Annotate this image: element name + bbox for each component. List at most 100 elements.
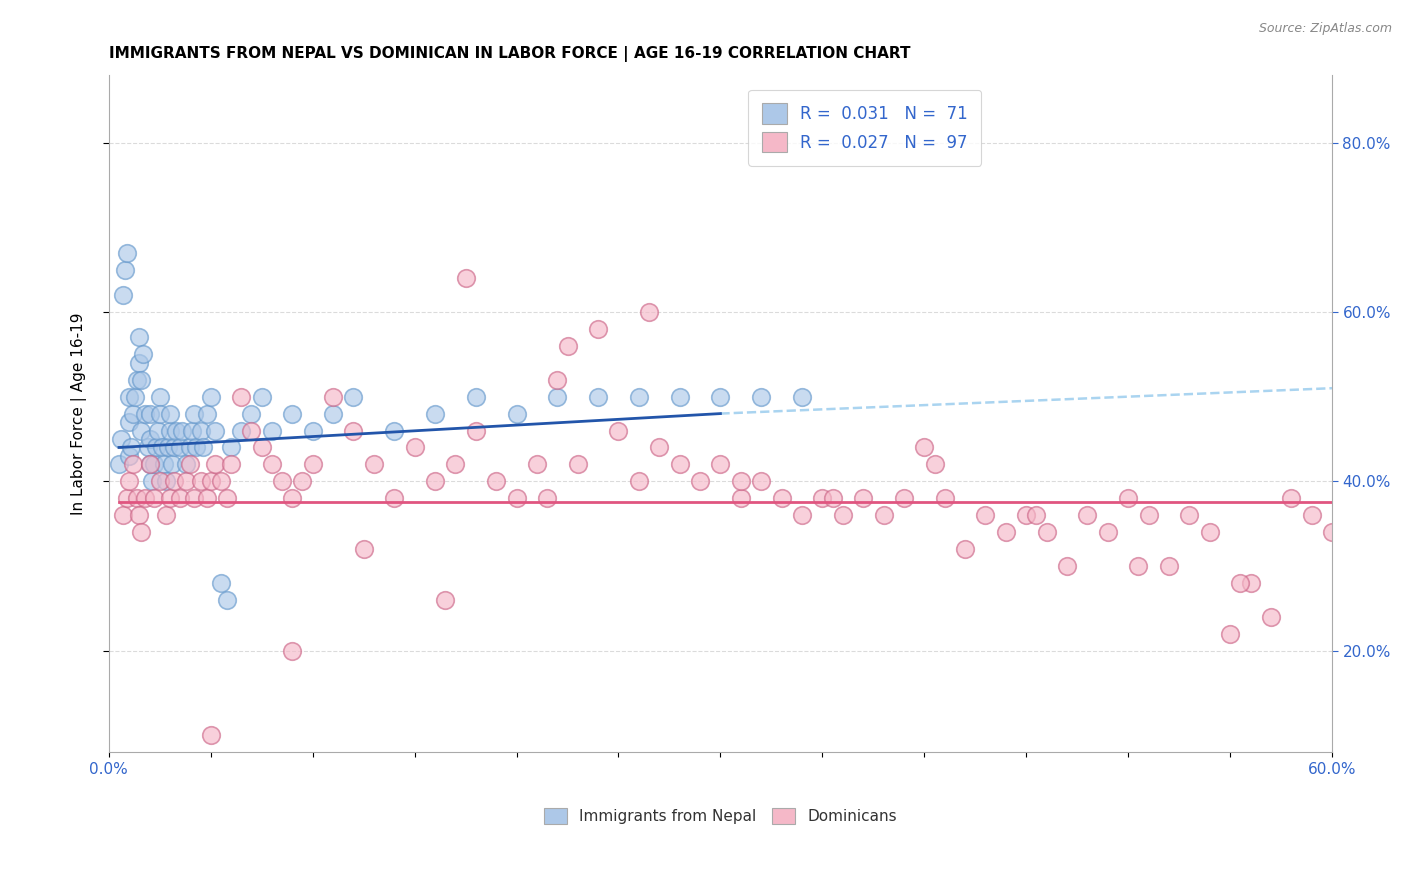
Text: Source: ZipAtlas.com: Source: ZipAtlas.com — [1258, 22, 1392, 36]
Point — [291, 475, 314, 489]
Point — [749, 390, 772, 404]
Point — [159, 424, 181, 438]
Point — [219, 441, 242, 455]
Point — [155, 475, 177, 489]
Point — [131, 424, 153, 438]
Point — [1076, 508, 1098, 523]
Point — [1128, 559, 1150, 574]
Point — [790, 390, 813, 404]
Point — [811, 491, 834, 506]
Point — [709, 390, 731, 404]
Point — [124, 390, 146, 404]
Point — [648, 441, 671, 455]
Point — [250, 390, 273, 404]
Point — [974, 508, 997, 523]
Point — [730, 475, 752, 489]
Point — [142, 491, 165, 506]
Point — [190, 424, 212, 438]
Point — [150, 441, 173, 455]
Point — [454, 271, 477, 285]
Point — [215, 491, 238, 506]
Point — [271, 475, 294, 489]
Point — [342, 390, 364, 404]
Point — [770, 491, 793, 506]
Point — [281, 643, 304, 657]
Point — [464, 424, 486, 438]
Point — [1239, 576, 1261, 591]
Point — [128, 330, 150, 344]
Y-axis label: In Labor Force | Age 16-19: In Labor Force | Age 16-19 — [72, 312, 87, 515]
Point — [200, 728, 222, 742]
Point — [1116, 491, 1139, 506]
Point — [790, 508, 813, 523]
Point — [638, 305, 661, 319]
Point — [322, 407, 344, 421]
Point — [536, 491, 558, 506]
Point — [668, 458, 690, 472]
Point — [163, 475, 186, 489]
Point — [709, 458, 731, 472]
Point — [852, 491, 875, 506]
Point — [159, 491, 181, 506]
Point — [118, 449, 141, 463]
Point — [586, 390, 609, 404]
Point — [353, 542, 375, 557]
Point — [149, 407, 172, 421]
Point — [912, 441, 935, 455]
Point — [1178, 508, 1201, 523]
Text: IMMIGRANTS FROM NEPAL VS DOMINICAN IN LABOR FORCE | AGE 16-19 CORRELATION CHART: IMMIGRANTS FROM NEPAL VS DOMINICAN IN LA… — [108, 46, 910, 62]
Point — [1157, 559, 1180, 574]
Point — [1137, 508, 1160, 523]
Point — [546, 390, 568, 404]
Point — [250, 441, 273, 455]
Point — [1198, 525, 1220, 540]
Point — [231, 424, 253, 438]
Point — [464, 390, 486, 404]
Point — [153, 458, 176, 472]
Point — [231, 390, 253, 404]
Point — [209, 475, 232, 489]
Point — [219, 458, 242, 472]
Point — [485, 475, 508, 489]
Point — [149, 475, 172, 489]
Point — [546, 373, 568, 387]
Point — [934, 491, 956, 506]
Point — [174, 458, 197, 472]
Point — [120, 441, 142, 455]
Point — [132, 347, 155, 361]
Point — [831, 508, 853, 523]
Point — [122, 458, 145, 472]
Point — [444, 458, 467, 472]
Point — [1097, 525, 1119, 540]
Point — [689, 475, 711, 489]
Point — [1219, 626, 1241, 640]
Point — [730, 491, 752, 506]
Point — [749, 475, 772, 489]
Point — [138, 407, 160, 421]
Point — [114, 262, 136, 277]
Point — [260, 458, 283, 472]
Point — [301, 424, 323, 438]
Point — [138, 458, 160, 472]
Point — [1015, 508, 1038, 523]
Point — [156, 441, 179, 455]
Point — [155, 508, 177, 523]
Point — [200, 475, 222, 489]
Point — [108, 458, 131, 472]
Point — [924, 458, 946, 472]
Point — [163, 441, 186, 455]
Point — [118, 415, 141, 429]
Point — [893, 491, 915, 506]
Point — [118, 390, 141, 404]
Point — [165, 424, 187, 438]
Point — [160, 458, 183, 472]
Point — [141, 475, 163, 489]
Point — [200, 390, 222, 404]
Point — [183, 407, 205, 421]
Point — [434, 593, 457, 607]
Point — [118, 475, 141, 489]
Point — [1320, 525, 1343, 540]
Point — [112, 508, 135, 523]
Point — [149, 390, 172, 404]
Point — [240, 424, 263, 438]
